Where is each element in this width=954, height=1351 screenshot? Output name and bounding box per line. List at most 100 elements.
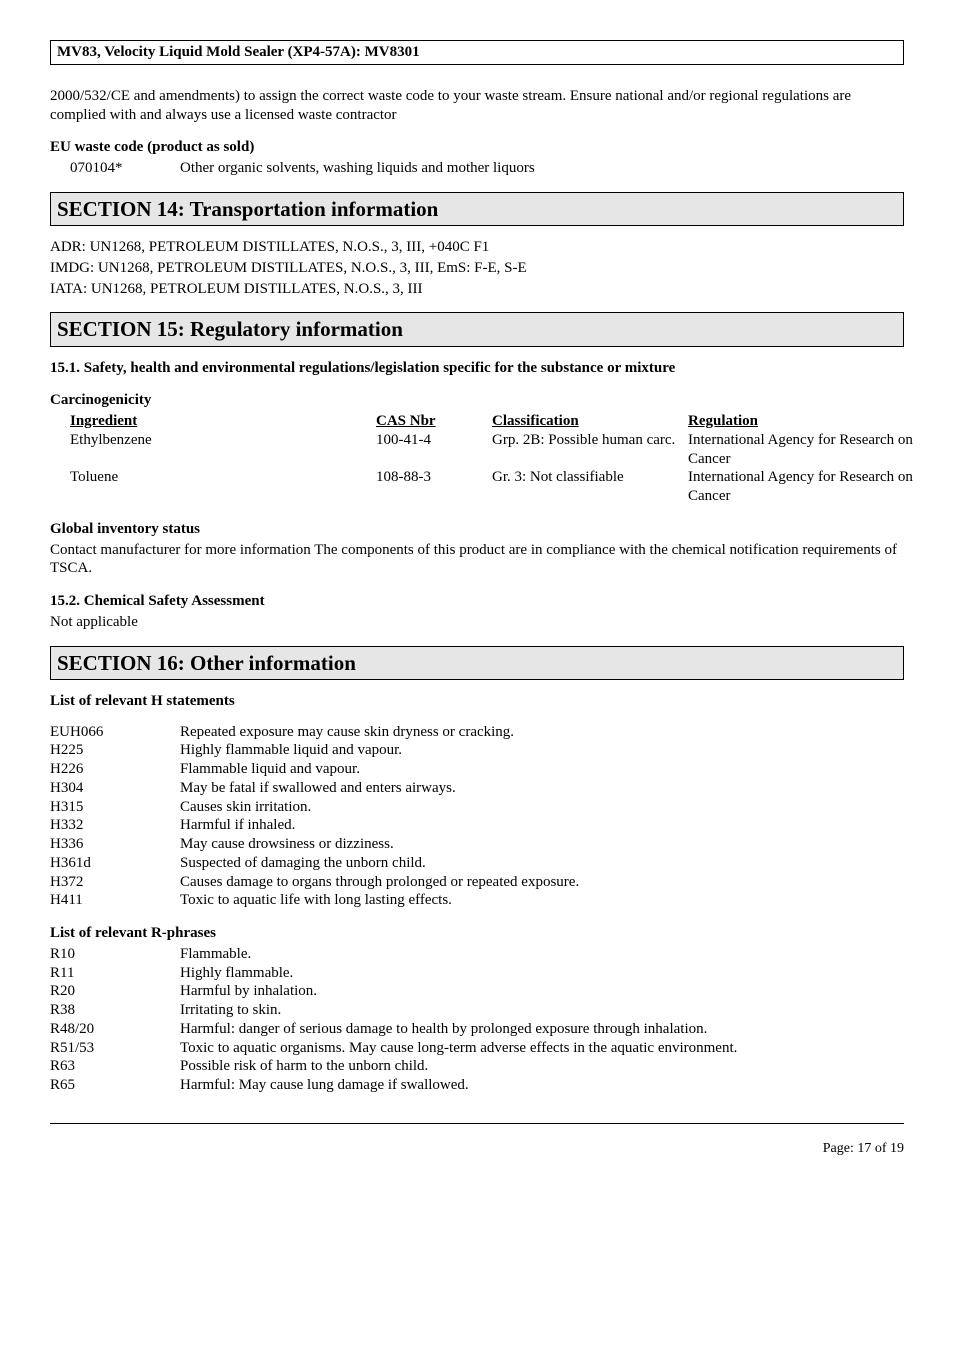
carcinogenicity-table: Ingredient CAS Nbr Classification Regula…: [70, 412, 924, 506]
r-text: Highly flammable.: [180, 964, 747, 983]
global-text: Contact manufacturer for more informatio…: [50, 541, 904, 579]
h-text: May be fatal if swallowed and enters air…: [180, 779, 589, 798]
h-statements-table: EUH066Repeated exposure may cause skin d…: [50, 723, 589, 911]
h-text: Flammable liquid and vapour.: [180, 760, 589, 779]
eu-waste-heading: EU waste code (product as sold): [50, 138, 904, 157]
h-code: H315: [50, 798, 180, 817]
eu-waste-block: EU waste code (product as sold) 070104* …: [50, 138, 904, 178]
list-item: H225Highly flammable liquid and vapour.: [50, 741, 589, 760]
r-code: R20: [50, 982, 180, 1001]
col-cas: CAS Nbr: [376, 413, 436, 429]
list-item: H336May cause drowsiness or dizziness.: [50, 835, 589, 854]
footer-divider: [50, 1123, 904, 1130]
r-code: R51/53: [50, 1039, 180, 1058]
h-text: Highly flammable liquid and vapour.: [180, 741, 589, 760]
section-14-body: ADR: UN1268, PETROLEUM DISTILLATES, N.O.…: [50, 238, 904, 298]
chemical-safety-block: 15.2. Chemical Safety Assessment Not app…: [50, 592, 904, 632]
h-code: H411: [50, 891, 180, 910]
cell-cas: 108-88-3: [376, 468, 492, 506]
title-bar: MV83, Velocity Liquid Mold Sealer (XP4-5…: [50, 40, 904, 65]
r-code: R38: [50, 1001, 180, 1020]
list-item: R51/53Toxic to aquatic organisms. May ca…: [50, 1039, 747, 1058]
r-text: Possible risk of harm to the unborn chil…: [180, 1057, 747, 1076]
section-14-title: SECTION 14: Transportation information: [57, 197, 438, 221]
col-ingredient: Ingredient: [70, 413, 137, 429]
title-text: MV83, Velocity Liquid Mold Sealer (XP4-5…: [57, 44, 420, 60]
r-text: Toxic to aquatic organisms. May cause lo…: [180, 1039, 747, 1058]
r-phrases-heading: List of relevant R-phrases: [50, 924, 904, 943]
col-regulation: Regulation: [688, 413, 758, 429]
section-15-sub1: 15.1. Safety, health and environmental r…: [50, 359, 904, 378]
global-inventory-block: Global inventory status Contact manufact…: [50, 520, 904, 578]
section-16-header: SECTION 16: Other information: [50, 646, 904, 680]
section-15-title: SECTION 15: Regulatory information: [57, 317, 403, 341]
section-15-sub2-text: Not applicable: [50, 613, 904, 632]
list-item: H372Causes damage to organs through prol…: [50, 873, 589, 892]
list-item: H332Harmful if inhaled.: [50, 816, 589, 835]
page-number: Page: 17 of 19: [50, 1140, 904, 1158]
h-text: Causes skin irritation.: [180, 798, 589, 817]
h-text: Repeated exposure may cause skin dryness…: [180, 723, 589, 742]
h-code: H336: [50, 835, 180, 854]
r-text: Harmful: May cause lung damage if swallo…: [180, 1076, 747, 1095]
r-code: R63: [50, 1057, 180, 1076]
h-text: May cause drowsiness or dizziness.: [180, 835, 589, 854]
cell-ingredient: Toluene: [70, 468, 376, 506]
table-header-row: Ingredient CAS Nbr Classification Regula…: [70, 412, 924, 431]
list-item: R20Harmful by inhalation.: [50, 982, 747, 1001]
h-text: Harmful if inhaled.: [180, 816, 589, 835]
h-statements-heading: List of relevant H statements: [50, 692, 904, 711]
eu-waste-code: 070104*: [70, 159, 180, 178]
r-text: Harmful: danger of serious damage to hea…: [180, 1020, 747, 1039]
cell-regulation: International Agency for Research on Can…: [688, 468, 924, 506]
cell-cas: 100-41-4: [376, 431, 492, 469]
h-text: Toxic to aquatic life with long lasting …: [180, 891, 589, 910]
r-phrases-table: R10Flammable.R11Highly flammable.R20Harm…: [50, 945, 747, 1095]
h-code: H304: [50, 779, 180, 798]
intro-text: 2000/532/CE and amendments) to assign th…: [50, 87, 904, 125]
list-item: EUH066Repeated exposure may cause skin d…: [50, 723, 589, 742]
r-text: Flammable.: [180, 945, 747, 964]
intro-block: 2000/532/CE and amendments) to assign th…: [50, 87, 904, 125]
h-text: Causes damage to organs through prolonge…: [180, 873, 589, 892]
r-code: R10: [50, 945, 180, 964]
list-item: R11Highly flammable.: [50, 964, 747, 983]
h-text: Suspected of damaging the unborn child.: [180, 854, 589, 873]
section-14-header: SECTION 14: Transportation information: [50, 192, 904, 226]
cell-regulation: International Agency for Research on Can…: [688, 431, 924, 469]
cell-classification: Grp. 2B: Possible human carc.: [492, 431, 688, 469]
imdg-line: IMDG: UN1268, PETROLEUM DISTILLATES, N.O…: [50, 259, 904, 278]
r-text: Irritating to skin.: [180, 1001, 747, 1020]
r-code: R65: [50, 1076, 180, 1095]
table-row: Ethylbenzene 100-41-4 Grp. 2B: Possible …: [70, 431, 924, 469]
list-item: R38Irritating to skin.: [50, 1001, 747, 1020]
list-item: R10Flammable.: [50, 945, 747, 964]
eu-waste-desc: Other organic solvents, washing liquids …: [180, 159, 545, 178]
h-code: H225: [50, 741, 180, 760]
section-15-sub2: 15.2. Chemical Safety Assessment: [50, 592, 904, 611]
eu-waste-row: 070104* Other organic solvents, washing …: [70, 159, 545, 178]
list-item: H304May be fatal if swallowed and enters…: [50, 779, 589, 798]
cell-ingredient: Ethylbenzene: [70, 431, 376, 469]
r-code: R11: [50, 964, 180, 983]
cell-classification: Gr. 3: Not classifiable: [492, 468, 688, 506]
h-code: EUH066: [50, 723, 180, 742]
r-code: R48/20: [50, 1020, 180, 1039]
iata-line: IATA: UN1268, PETROLEUM DISTILLATES, N.O…: [50, 280, 904, 299]
list-item: H411Toxic to aquatic life with long last…: [50, 891, 589, 910]
table-row: Toluene 108-88-3 Gr. 3: Not classifiable…: [70, 468, 924, 506]
global-heading: Global inventory status: [50, 520, 904, 539]
h-code: H372: [50, 873, 180, 892]
list-item: R48/20Harmful: danger of serious damage …: [50, 1020, 747, 1039]
section-16-title: SECTION 16: Other information: [57, 651, 356, 675]
col-classification: Classification: [492, 413, 579, 429]
list-item: H315Causes skin irritation.: [50, 798, 589, 817]
carcinogenicity-heading: Carcinogenicity: [50, 391, 904, 410]
list-item: R63Possible risk of harm to the unborn c…: [50, 1057, 747, 1076]
list-item: H361dSuspected of damaging the unborn ch…: [50, 854, 589, 873]
section-15-header: SECTION 15: Regulatory information: [50, 312, 904, 346]
adr-line: ADR: UN1268, PETROLEUM DISTILLATES, N.O.…: [50, 238, 904, 257]
h-code: H361d: [50, 854, 180, 873]
r-text: Harmful by inhalation.: [180, 982, 747, 1001]
list-item: H226Flammable liquid and vapour.: [50, 760, 589, 779]
